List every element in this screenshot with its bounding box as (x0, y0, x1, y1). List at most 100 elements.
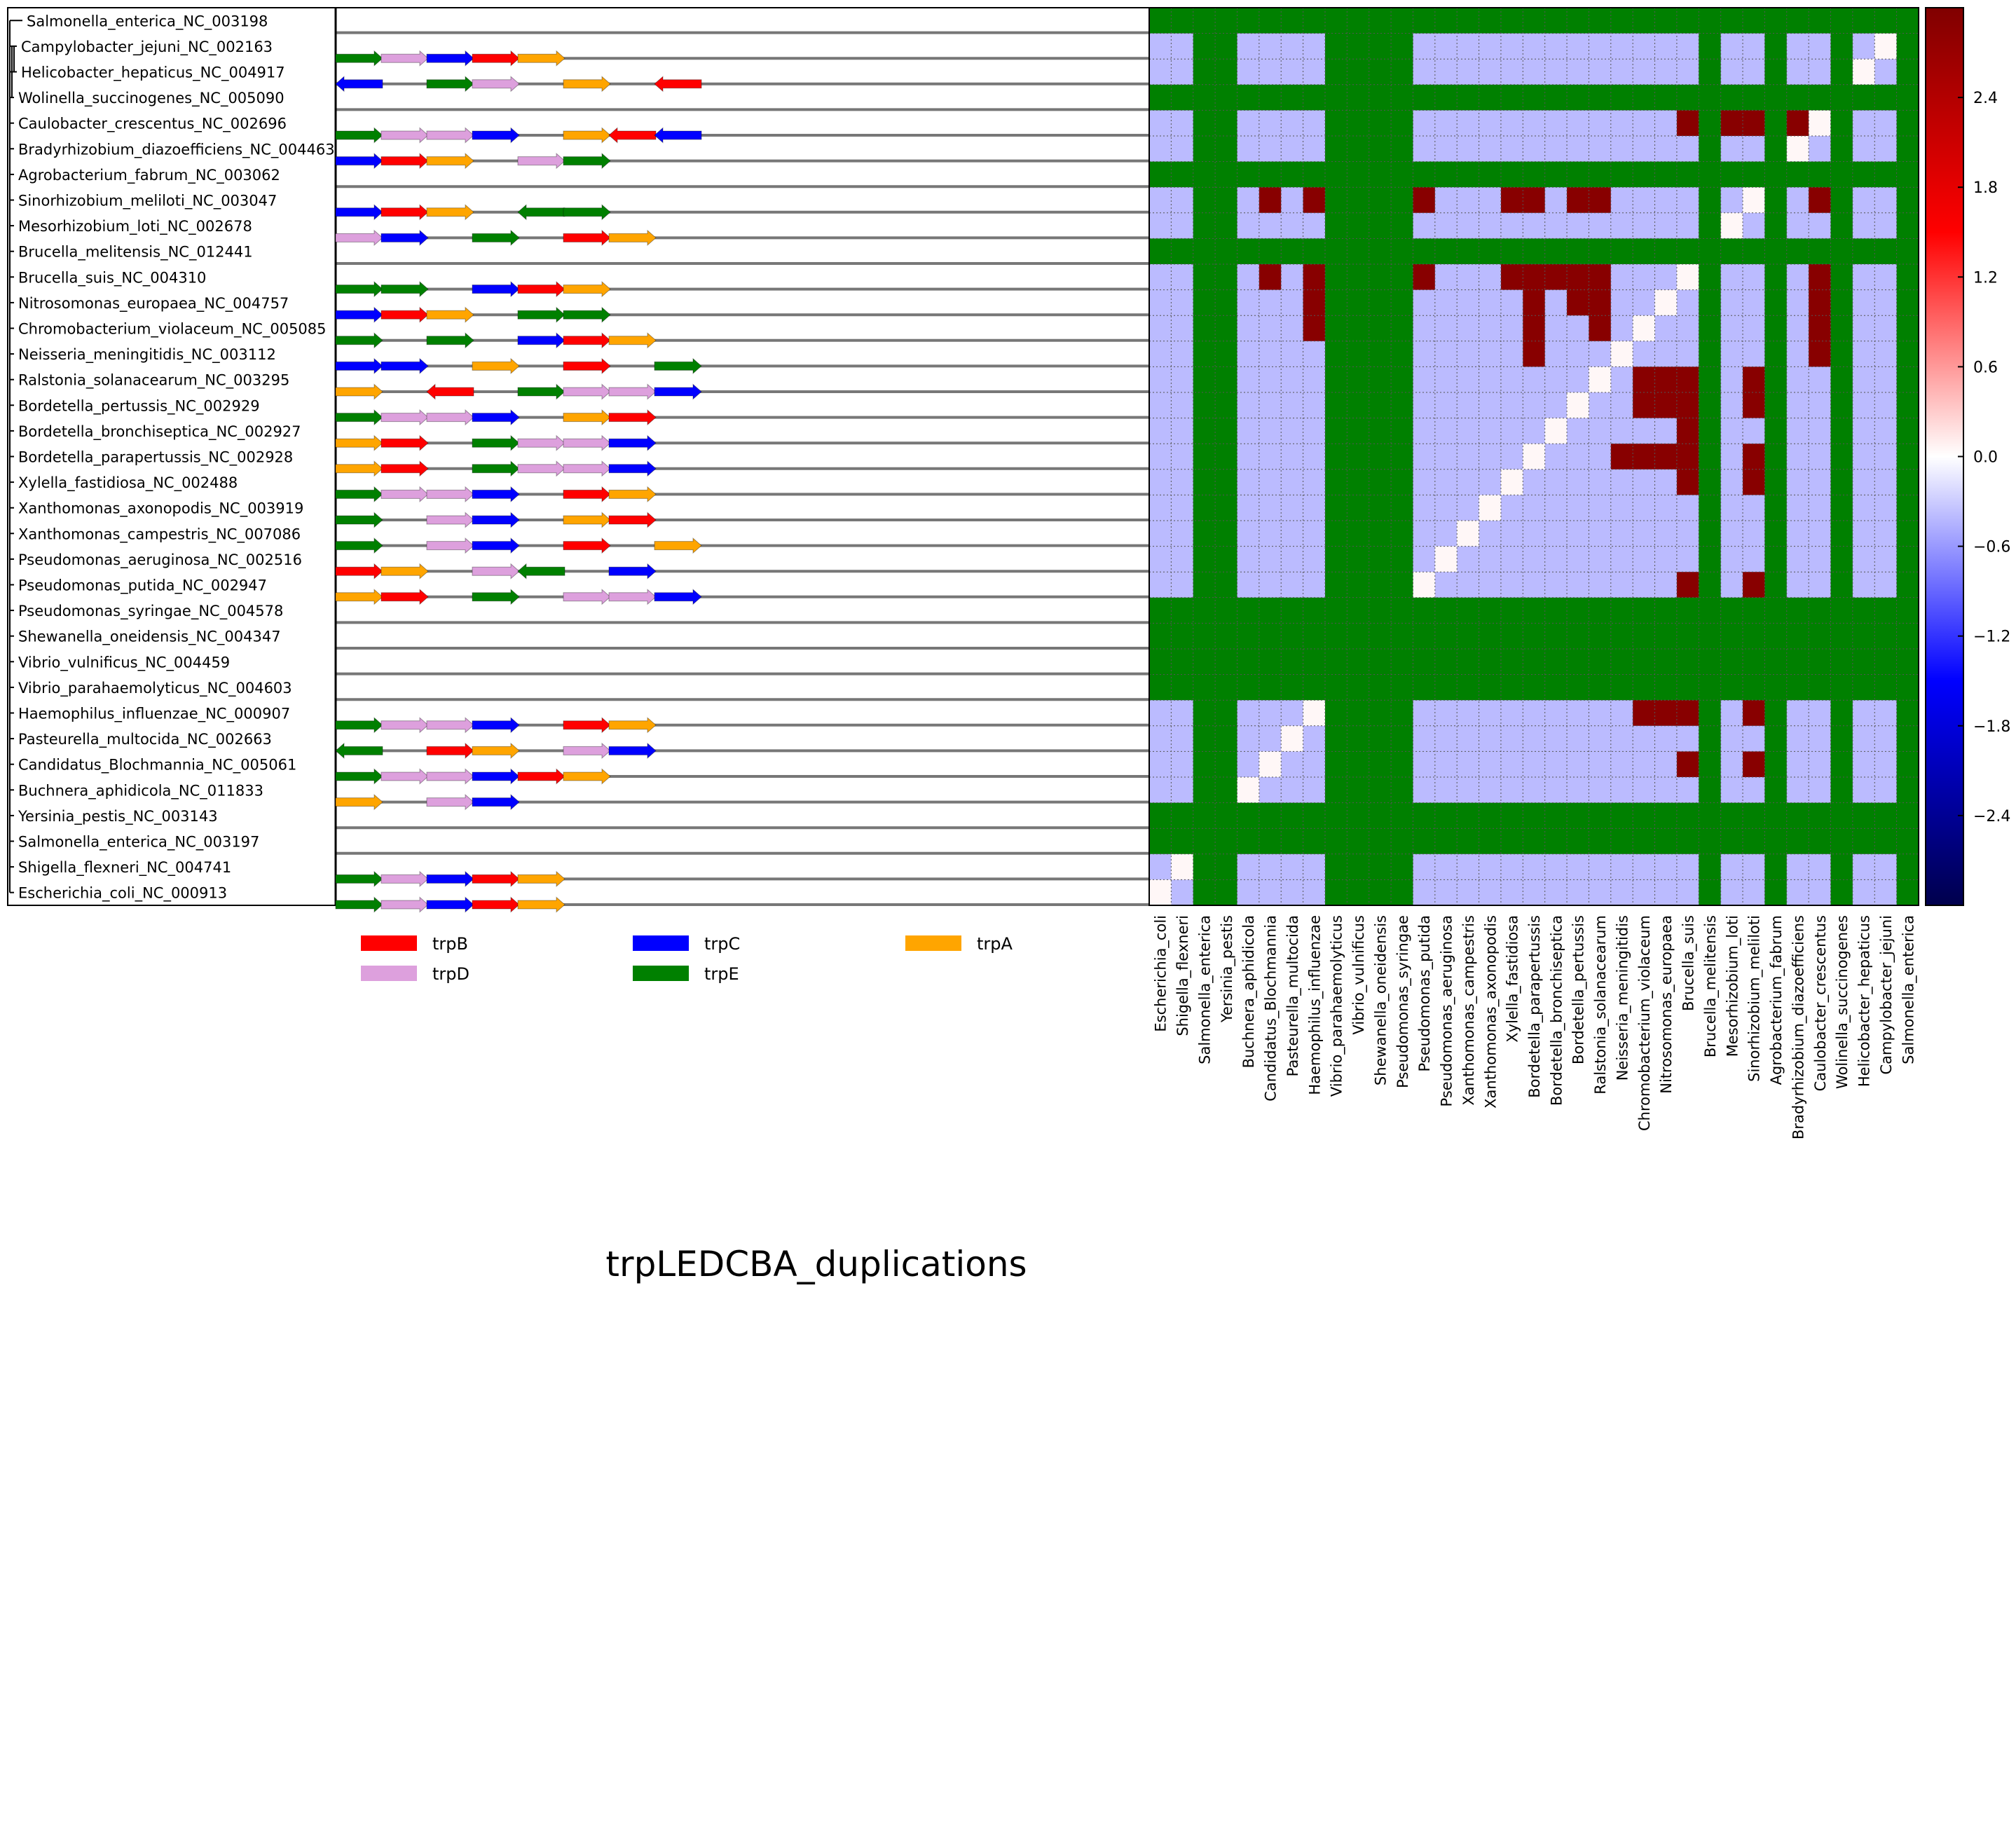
heatmap-cell (1610, 700, 1633, 727)
heatmap-cell-missing (1764, 469, 1788, 495)
heatmap-cell (1589, 212, 1612, 239)
heatmap-cell-missing (1193, 110, 1216, 137)
heatmap-cell-missing (1523, 8, 1546, 34)
column-label: Campylobacter_jejuni (1878, 915, 1895, 1075)
heatmap-cell (1281, 521, 1304, 547)
heatmap-cell-missing (1215, 366, 1238, 393)
heatmap-cell-missing (1347, 828, 1370, 855)
column-label: Sinorhizobium_meliloti (1746, 915, 1764, 1082)
heatmap-cell-missing (1654, 623, 1678, 650)
heatmap-cell (1654, 289, 1678, 316)
heatmap-cell-missing (1347, 341, 1370, 367)
heatmap-cell-missing (1500, 828, 1523, 855)
gene-arrow-trpD (563, 383, 611, 400)
heatmap-cell-missing (1369, 59, 1392, 85)
heatmap-cell-missing (1830, 33, 1853, 60)
legend-label: trpD (432, 964, 469, 984)
heatmap-cell (1434, 136, 1458, 163)
heatmap-cell (1237, 418, 1260, 444)
heatmap-cell (1479, 879, 1502, 906)
gene-arrow-trpE (472, 434, 520, 451)
heatmap-cell (1237, 572, 1260, 598)
heatmap-cell-missing (1457, 597, 1480, 624)
gene-arrow-trpC (472, 280, 520, 298)
heatmap-cell (1633, 444, 1656, 470)
heatmap-cell-missing (1215, 751, 1238, 778)
heatmap-cell-missing (1567, 802, 1590, 829)
gene-arrow-trpB (380, 589, 429, 605)
heatmap-cell-missing (1391, 315, 1414, 342)
heatmap-cell (1676, 110, 1699, 137)
legend-label: trpB (432, 934, 468, 954)
heatmap-cell (1303, 341, 1326, 367)
heatmap-cell-missing (1764, 315, 1788, 342)
heatmap-cell (1171, 264, 1194, 291)
tree-label: Agrobacterium_fabrum_NC_003062 (18, 167, 280, 184)
heatmap-cell-missing (1699, 392, 1722, 419)
heatmap-cell-missing (1654, 238, 1678, 265)
heatmap-cell (1589, 521, 1612, 547)
heatmap-cell-missing (1303, 623, 1326, 650)
heatmap-cell-missing (1764, 828, 1788, 855)
heatmap-cell-missing (1413, 674, 1436, 701)
heatmap-cell (1654, 521, 1678, 547)
heatmap-cell-missing (1479, 802, 1502, 829)
heatmap-cell-missing (1764, 572, 1788, 598)
heatmap-cell-missing (1369, 572, 1392, 598)
heatmap-cell-missing (1193, 674, 1216, 701)
heatmap-cell-missing (1764, 751, 1788, 778)
heatmap-cell (1413, 366, 1436, 393)
heatmap-cell-missing (1193, 623, 1216, 650)
heatmap-cell-missing (1809, 623, 1832, 650)
heatmap-cell (1413, 392, 1436, 419)
heatmap-cell (1567, 725, 1590, 752)
heatmap-cell-missing (1896, 212, 1919, 239)
gene-arrow-trpE (335, 332, 383, 349)
heatmap-cell-missing (1676, 828, 1699, 855)
heatmap-cell (1676, 469, 1699, 495)
column-label: Pseudomonas_putida (1416, 915, 1434, 1071)
heatmap-cell-missing (1324, 110, 1348, 137)
gene-arrow-trpC (654, 383, 702, 400)
heatmap-cell-missing (1699, 521, 1722, 547)
heatmap-cell-missing (1171, 649, 1194, 676)
heatmap-cell (1149, 546, 1172, 572)
heatmap-cell-missing (1764, 289, 1788, 316)
gene-arrow-trpC (426, 50, 474, 67)
heatmap-cell-missing (1830, 597, 1853, 624)
heatmap-cell-missing (1589, 828, 1612, 855)
heatmap-cell-missing (1610, 828, 1633, 855)
heatmap-cell-missing (1215, 212, 1238, 239)
heatmap-cell (1676, 700, 1699, 727)
column-label: Pseudomonas_syringae (1394, 915, 1412, 1088)
heatmap-cell-missing (1633, 84, 1656, 111)
gene-arrow-trpC (472, 127, 520, 144)
heatmap-cell-missing (1347, 802, 1370, 829)
tree-label: Bradyrhizobium_diazoefficiens_NC_004463 (18, 141, 335, 158)
gene-arrow-trpE (426, 76, 474, 92)
heatmap-cell (1171, 418, 1194, 444)
heatmap-cell (1676, 33, 1699, 60)
heatmap-cell-missing (1699, 59, 1722, 85)
heatmap-cell-missing (1369, 33, 1392, 60)
heatmap-cell (1589, 315, 1612, 342)
heatmap-cell-missing (1764, 59, 1788, 85)
heatmap-cell-missing (1391, 84, 1414, 111)
gene-arrow-trpD (563, 742, 611, 760)
heatmap-cell-missing (1434, 802, 1458, 829)
heatmap-cell (1523, 392, 1546, 419)
heatmap-cell (1303, 366, 1326, 393)
heatmap-cell-missing (1896, 110, 1919, 137)
heatmap-cell-missing (1874, 802, 1898, 829)
heatmap-cell (1610, 444, 1633, 470)
column-label: Salmonella_enterica (1196, 915, 1214, 1064)
heatmap-cell (1874, 521, 1898, 547)
heatmap-cell (1171, 469, 1194, 495)
heatmap-cell-missing (1633, 802, 1656, 829)
heatmap-cell-missing (1434, 674, 1458, 701)
heatmap-cell (1237, 212, 1260, 239)
heatmap-cell (1413, 751, 1436, 778)
gene-arrow-trpC (517, 332, 565, 349)
heatmap-cell-missing (1830, 521, 1853, 547)
heatmap-cell (1149, 392, 1172, 419)
